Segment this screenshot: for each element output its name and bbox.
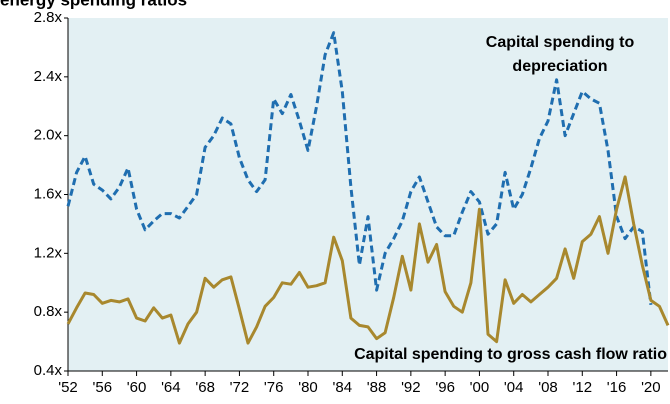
x-tick-label: '72 [230,379,250,396]
series-line [66,31,653,305]
x-tick-label: '20 [641,379,661,396]
y-tick-label: 0.4x [34,362,63,379]
series-line [66,175,670,345]
x-tick-label: '68 [195,379,215,396]
y-tick-label: 1.6x [34,185,63,202]
x-tick-label: '16 [607,379,627,396]
x-tick-label: '56 [93,379,113,396]
annotation: Capital spending to gross cash flow rati… [354,346,667,363]
y-tick-label: 2.0x [34,127,63,144]
x-tick-label: '76 [264,379,284,396]
x-tick-label: '08 [538,379,558,396]
x-tick-label: '88 [367,379,387,396]
y-tick-label: 1.2x [34,244,63,261]
y-tick-label: 0.8x [34,303,63,320]
x-tick-label: '52 [58,379,78,396]
annotation: depreciation [512,58,607,75]
x-tick-label: '64 [161,379,181,396]
x-tick-label: '92 [401,379,421,396]
annotation: Capital spending to [486,34,635,51]
x-tick-label: '80 [298,379,318,396]
x-tick-label: '04 [504,379,524,396]
x-tick-label: '60 [127,379,147,396]
x-tick-label: '12 [573,379,593,396]
y-tick-label: 2.8x [34,9,63,26]
y-tick-label: 2.4x [34,68,63,85]
x-tick-label: '00 [470,379,490,396]
chart-title: energy spending ratios [0,0,187,9]
x-tick-label: '96 [435,379,455,396]
plot-background [68,18,668,371]
x-tick-label: '84 [333,379,353,396]
